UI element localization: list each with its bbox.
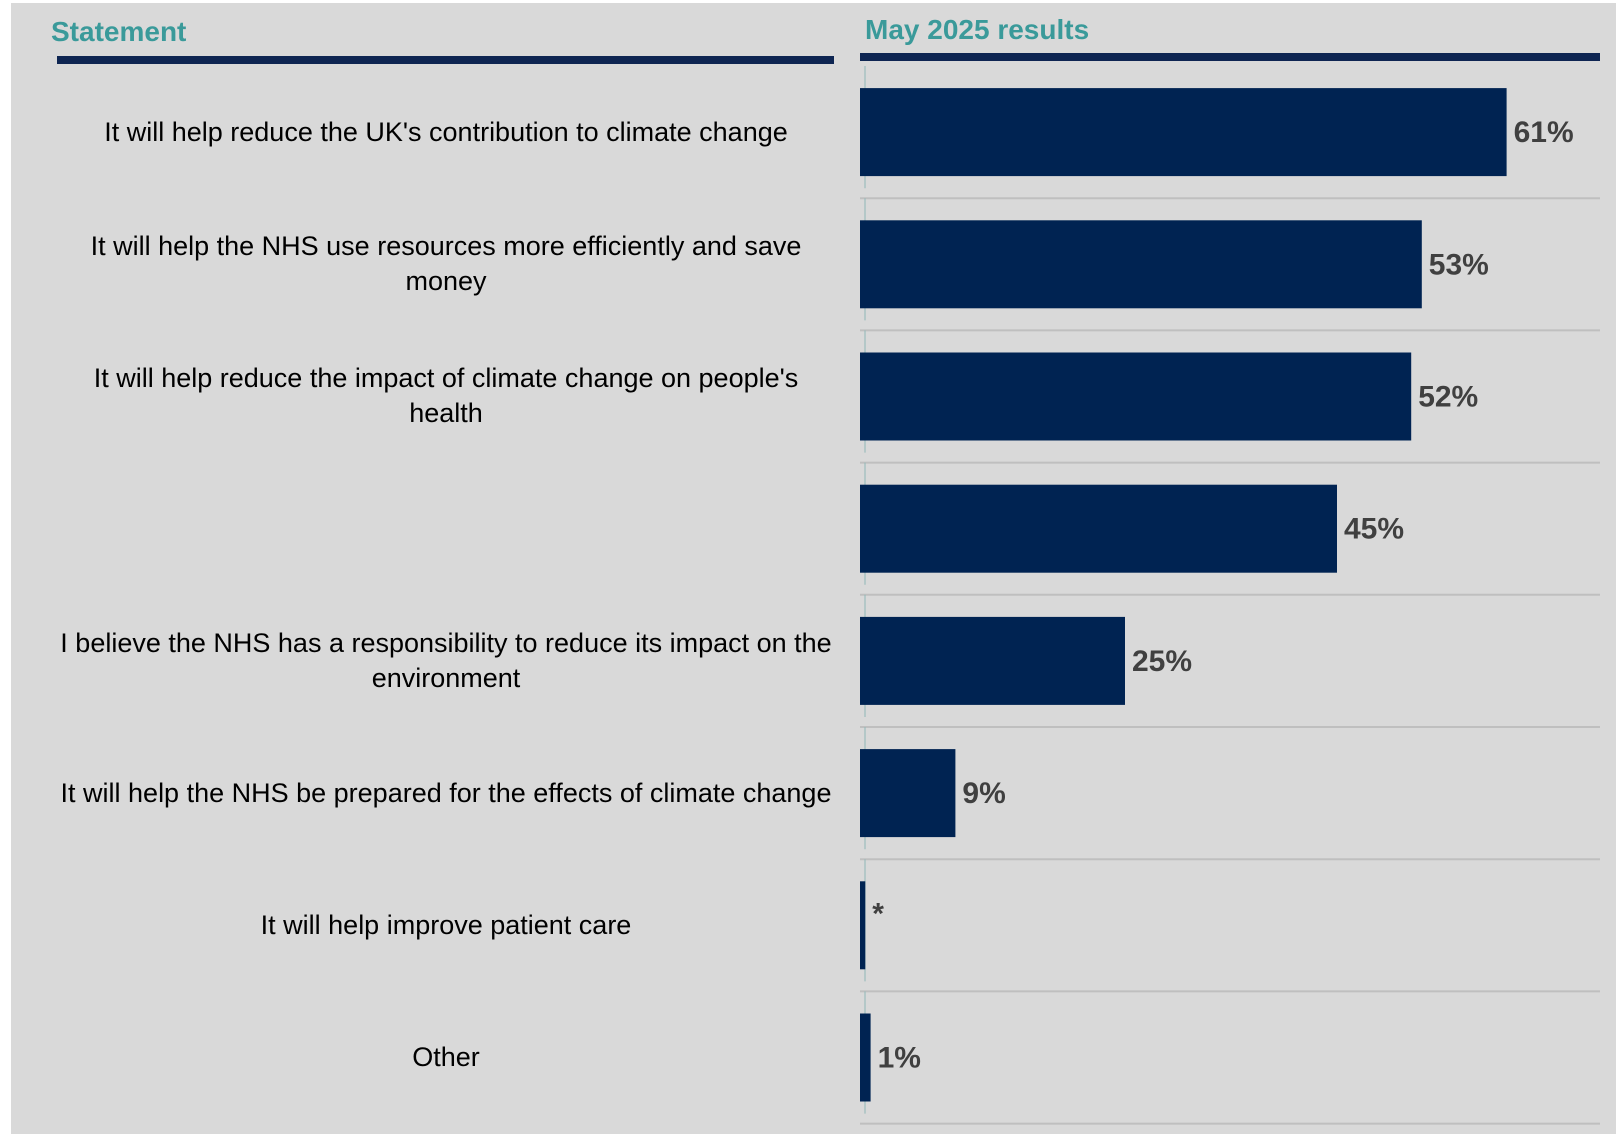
results-header: May 2025 results (865, 14, 1090, 45)
bar (860, 616, 1125, 705)
bar (860, 220, 1422, 309)
category-label: It will help reduce the impact of climat… (93, 363, 799, 429)
bar (860, 881, 866, 970)
value-label: 61% (1514, 116, 1574, 149)
bar (860, 749, 956, 838)
value-label: * (872, 897, 884, 930)
statement-header: Statement (51, 16, 187, 47)
category-label: It will help the NHS be prepared for the… (60, 777, 832, 808)
category-label: It will help improve patient care (260, 909, 632, 940)
value-label: 53% (1429, 248, 1489, 281)
value-label: 9% (962, 777, 1005, 810)
value-label: 25% (1132, 645, 1192, 678)
category-label: It will help reduce the UK's contributio… (104, 116, 788, 147)
bar (860, 352, 1412, 441)
results-header-rule (860, 53, 1600, 61)
category-label: I believe the NHS has a responsibility t… (60, 627, 832, 693)
category-label: Other (412, 1041, 480, 1072)
category-label: It will help the NHS use resources more … (90, 231, 802, 297)
bar (860, 1013, 871, 1102)
chart-panel (11, 3, 1616, 1134)
value-label: 52% (1418, 381, 1478, 414)
value-label: 45% (1344, 513, 1404, 546)
bar (860, 88, 1507, 177)
statement-header-rule (57, 56, 834, 64)
value-label: 1% (878, 1042, 921, 1075)
bar (860, 484, 1337, 573)
